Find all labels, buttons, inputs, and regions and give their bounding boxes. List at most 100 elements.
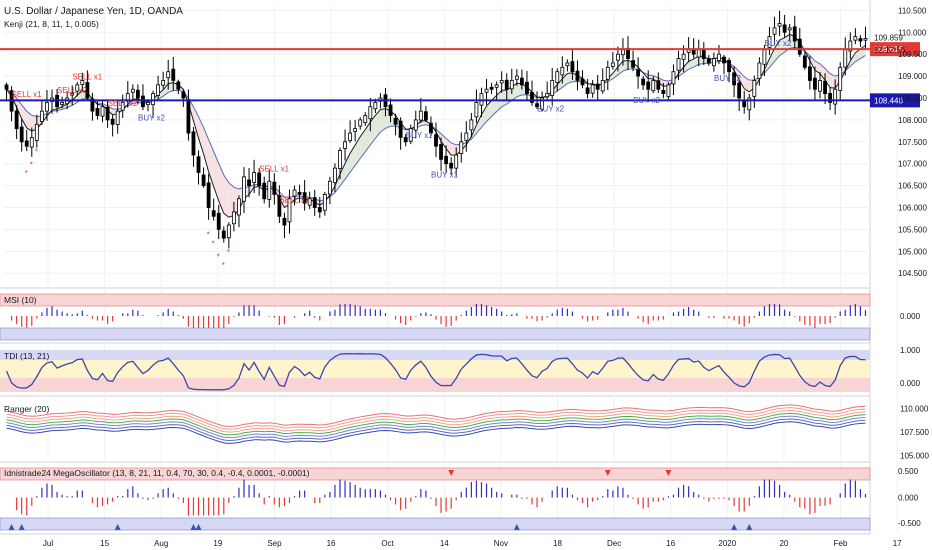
candle-body [237,198,241,216]
candle-body [474,101,479,118]
candle-body [504,79,509,90]
tdi-tick-bottom: 0.000 [900,379,921,388]
countdown-text: 12:12:56 [874,45,906,54]
price-tick-label: 107.500 [898,138,927,147]
signals: SELL x1 SELL x2 SELL x1 SELL x2 SELL x1 SELL … [12,39,792,270]
candle-body [641,78,646,86]
candle-body [519,77,524,86]
candle-body [257,172,262,187]
ribbon-segment [809,55,815,71]
candle-body [605,66,610,80]
sell-star: * [35,147,38,156]
ranger-band [6,409,866,433]
time-tick-label: 19 [213,539,222,548]
candle-body [676,58,681,71]
candle-body [95,107,100,116]
price-tick-label: 106.500 [898,182,927,191]
candle-body [267,180,272,200]
price-tick-label: 106.000 [898,204,927,213]
mega-buy-arrow [190,524,197,530]
candle-body [797,38,802,55]
candle-body [595,83,600,90]
candle-body [277,195,282,217]
ribbon-segment [516,83,522,97]
candle-body [226,224,231,239]
ribbon-segment [365,122,371,152]
time-tick-label: Aug [154,539,168,548]
price-tick-label: 108.000 [898,116,927,125]
indicator-zones [0,293,871,531]
last-price-text: 109.859 [874,33,903,42]
candle-body [757,62,762,79]
tdi-line [5,352,866,391]
candle-body [146,101,150,106]
chart-title: U.S. Dollar / Japanese Yen, 1D, OANDA [4,6,183,17]
candle-body [348,132,353,142]
candle-body [14,110,19,130]
candle-body [287,198,292,223]
candle-body [732,72,737,86]
ribbon-segment [345,153,351,180]
candle-body [19,126,24,143]
mega-buy-arrow [195,524,202,530]
candle-body [444,155,449,165]
ribbon-segment [198,116,204,154]
candle-body [863,38,868,41]
time-tick-label: Jul [43,539,53,548]
candle-body [282,217,287,226]
time-tick-label: 2020 [718,539,736,548]
candle-body [90,98,95,112]
price-tick-label: 109.500 [898,50,927,59]
oscillators [5,304,867,530]
candle-body [161,80,166,86]
candle-body [110,118,115,125]
sell-signal-label: SELL x1 [12,90,42,99]
candle-body [499,80,504,84]
resistance-tag-bg [870,42,920,57]
candle-body [302,192,307,204]
price-tick-label: 108.500 [898,94,927,103]
sell-star: * [227,248,230,257]
candle-body [767,36,772,48]
support-resistance-lines: 109.615 108.446 109.859 12:12:56 [0,33,920,108]
price-tick-label: 105.000 [898,247,927,256]
candle-body [176,81,181,90]
candle-body [706,58,711,64]
candle-body [454,154,459,169]
ribbon-segment [420,120,426,126]
mega-tick: 0.000 [898,494,919,503]
buy-signal-label: BUY x2 [138,113,166,122]
candle-body [191,131,196,156]
candle-body [4,84,9,90]
candle-body [130,88,135,93]
candle-body [292,189,297,197]
msi-tick: 0.000 [900,312,921,321]
candle-body [156,84,161,96]
candle-body [752,80,757,97]
ribbon-segment [334,174,340,193]
time-tick-label: Nov [494,539,508,548]
candle-body [398,120,403,138]
ranger-band [6,407,866,430]
candle-body [247,179,251,187]
ranger-band [6,418,866,441]
time-tick-label: 16 [327,539,336,548]
candle-body [843,49,848,68]
ribbon-segment [360,129,366,159]
candle-body [580,78,585,86]
candle-body [211,210,216,217]
sell-signal-label: SELL x1 [72,73,102,82]
candle-body [772,27,777,35]
buy-signal-label: BUY x2 [765,39,793,48]
candle-body [368,106,373,120]
candle-body [555,71,560,84]
indicator-label: Kenji (21, 8, 11, 1, 0.005) [4,19,99,29]
candle-body [166,71,171,79]
ribbon-segment [21,104,27,128]
candle-body [216,212,221,230]
candle-body [545,93,550,98]
tdi-lower-zone [0,378,870,392]
tdi-mid-zone [0,360,870,378]
ribbon-segment [481,106,487,128]
